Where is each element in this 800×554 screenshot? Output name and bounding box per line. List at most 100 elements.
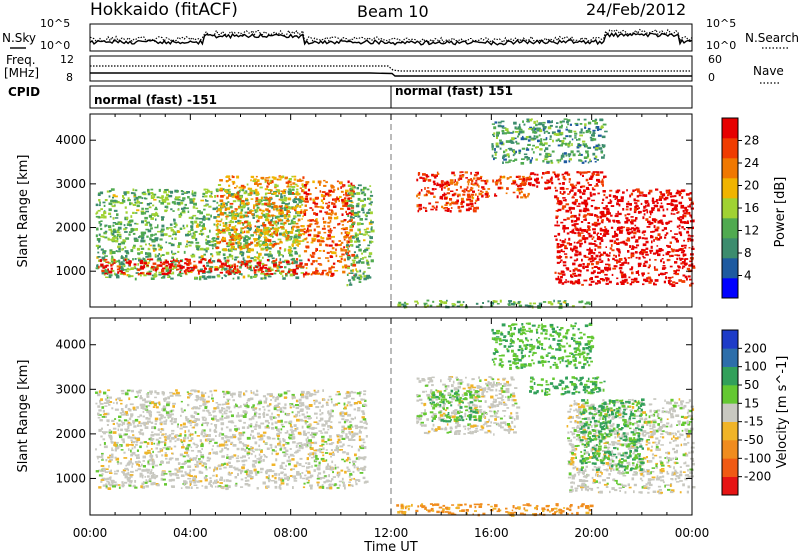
echo-cell: [175, 196, 179, 200]
echo-cell: [332, 403, 336, 407]
echo-cell: [494, 148, 496, 151]
echo-cell: [309, 434, 313, 436]
echo-cell: [574, 274, 578, 277]
echo-cell: [536, 120, 538, 123]
echo-cell: [485, 190, 488, 193]
echo-cell: [348, 283, 353, 286]
echo-cell: [251, 213, 254, 216]
echo-cell: [255, 181, 258, 184]
echo-cell: [615, 238, 619, 241]
echo-cell: [105, 224, 108, 227]
echo-cell: [681, 216, 685, 220]
echo-cell: [586, 231, 589, 233]
echo-cell: [543, 138, 547, 141]
echo-cell: [583, 143, 588, 146]
echo-cell: [465, 208, 470, 212]
echo-cell: [454, 201, 459, 204]
echo-cell: [559, 140, 562, 143]
echo-cell: [565, 188, 569, 190]
echo-cell: [426, 304, 429, 307]
echo-cell: [247, 223, 250, 226]
echo-cell: [170, 260, 173, 262]
echo-cell: [186, 270, 189, 272]
echo-cell: [122, 197, 125, 199]
echo-cell: [255, 214, 259, 218]
echo-cell: [224, 267, 228, 271]
echo-cell: [607, 267, 612, 270]
echo-cell: [579, 172, 582, 176]
echo-cell: [170, 190, 174, 194]
echo-cell: [322, 217, 325, 221]
echo-cell: [243, 214, 247, 218]
echo-cell: [353, 275, 357, 278]
echo-cell: [581, 161, 585, 164]
echo-cell: [224, 440, 228, 444]
echo-cell: [147, 254, 152, 258]
echo-cell: [328, 189, 332, 193]
echo-cell: [462, 301, 465, 303]
echo-cell: [270, 268, 274, 271]
echo-cell: [188, 244, 192, 247]
echo-cell: [133, 436, 136, 440]
echo-cell: [226, 189, 230, 192]
echo-cell: [172, 271, 175, 275]
echo-cell: [358, 278, 361, 281]
echo-cell: [180, 487, 183, 489]
echo-cell: [233, 214, 237, 217]
echo-cell: [149, 258, 154, 261]
echo-cell: [265, 212, 269, 216]
echo-cell: [145, 479, 148, 482]
echo-cell: [280, 270, 285, 273]
echo-cell: [418, 208, 421, 211]
echo-cell: [221, 238, 224, 242]
echo-cell: [132, 192, 136, 194]
echo-cell: [250, 179, 252, 182]
echo-cell: [331, 442, 335, 444]
echo-cell: [257, 268, 261, 271]
echo-cell: [357, 240, 361, 243]
echo-cell: [128, 260, 132, 263]
echo-cell: [139, 245, 143, 248]
echo-cell: [365, 247, 370, 250]
echo-cell: [576, 258, 579, 261]
echo-cell: [663, 280, 666, 284]
echo-cell: [322, 447, 325, 451]
echo-cell: [521, 175, 525, 178]
echo-cell: [340, 220, 345, 223]
echo-cell: [667, 245, 671, 248]
echo-cell: [627, 200, 630, 203]
echo-cell: [662, 273, 666, 275]
echo-cell: [352, 463, 355, 465]
echo-cell: [256, 227, 259, 230]
echo-cell: [577, 144, 582, 147]
echo-cell: [161, 197, 163, 201]
echo-cell: [272, 220, 276, 223]
echo-cell: [284, 259, 288, 262]
echo-cell: [660, 202, 663, 205]
echo-cell: [572, 269, 576, 272]
echo-cell: [124, 481, 128, 484]
echo-cell: [350, 269, 353, 272]
echo-cell: [214, 195, 216, 198]
echo-cell: [264, 246, 269, 250]
echo-cell: [256, 242, 259, 245]
echo-cell: [230, 237, 234, 240]
echo-cell: [228, 232, 231, 236]
echo-cell: [172, 233, 174, 236]
echo-cell: [171, 473, 174, 476]
echo-cell: [542, 124, 545, 127]
echo-cell: [606, 210, 610, 214]
echo-cell: [273, 227, 278, 231]
freq-label-line2: [MHz]: [4, 66, 39, 80]
echo-cell: [172, 405, 175, 408]
echo-cell: [593, 231, 596, 235]
echo-cell: [158, 188, 161, 192]
echo-cell: [601, 135, 606, 139]
echo-cell: [228, 272, 232, 275]
echo-cell: [446, 299, 448, 302]
echo-cell: [231, 215, 235, 217]
echo-cell: [113, 262, 116, 264]
echo-cell: [561, 193, 565, 195]
echo-cell: [535, 123, 538, 127]
echo-cell: [642, 230, 647, 233]
